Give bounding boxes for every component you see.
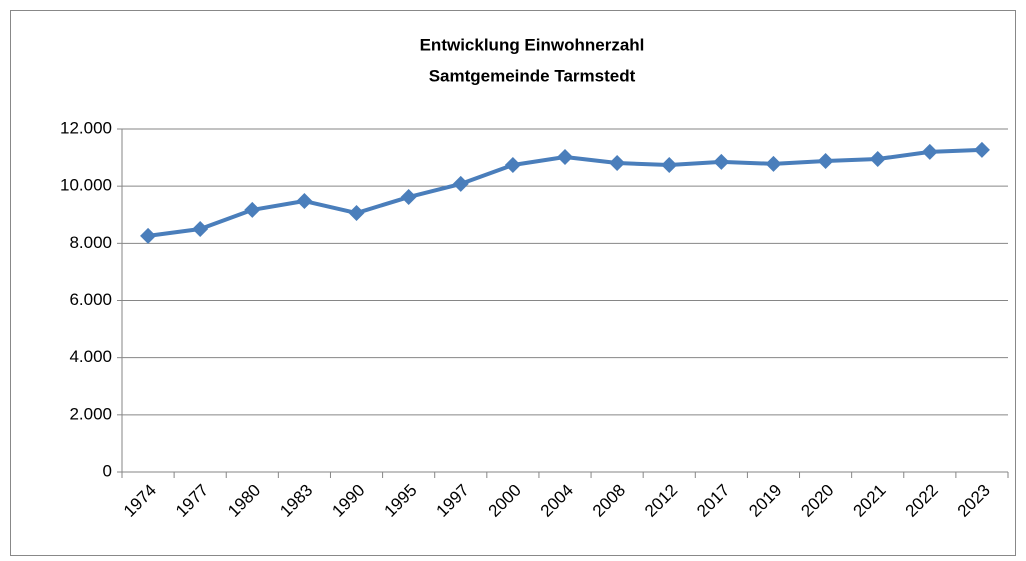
data-point: [609, 155, 626, 172]
chart-border: [10, 10, 1016, 556]
data-point: [765, 155, 782, 172]
data-point: [921, 143, 938, 160]
data-point: [869, 151, 886, 168]
data-point: [973, 141, 990, 158]
data-point: [661, 157, 678, 174]
y-tick-label: 8.000: [69, 233, 112, 252]
chart-subtitle: Samtgemeinde Tarmstedt: [429, 66, 636, 85]
y-tick-label: 4.000: [69, 347, 112, 366]
y-tick-label: 10.000: [60, 176, 112, 195]
data-point: [400, 189, 417, 206]
data-point: [504, 157, 521, 174]
y-tick-label: 2.000: [69, 404, 112, 423]
y-tick-label: 6.000: [69, 290, 112, 309]
data-point: [348, 205, 365, 222]
data-point: [817, 153, 834, 170]
data-point: [244, 201, 261, 218]
y-tick-label: 12.000: [60, 118, 112, 137]
data-point: [452, 175, 469, 192]
data-point: [192, 221, 209, 238]
chart-title: Entwicklung Einwohnerzahl: [420, 35, 645, 54]
y-tick-label: 0: [103, 461, 112, 480]
data-point: [557, 149, 573, 166]
data-point: [713, 153, 730, 170]
data-point: [140, 227, 157, 244]
data-point: [296, 193, 313, 210]
